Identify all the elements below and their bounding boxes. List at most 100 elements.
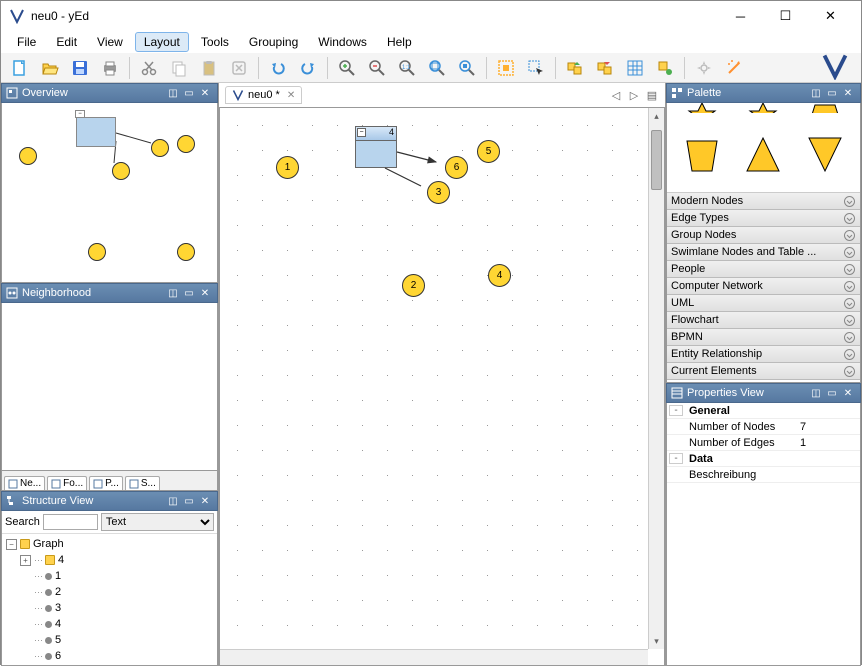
canvas-node[interactable]: 1: [276, 156, 299, 179]
menu-tools[interactable]: Tools: [193, 33, 237, 51]
tree-node[interactable]: ⋯2: [6, 584, 213, 600]
menu-help[interactable]: Help: [379, 33, 420, 51]
horizontal-scrollbar[interactable]: [220, 649, 648, 665]
prop-section[interactable]: -Data: [667, 451, 860, 467]
settings-button[interactable]: [691, 55, 717, 81]
minimize-button[interactable]: ─: [718, 2, 763, 30]
overview-body[interactable]: −: [1, 103, 218, 283]
palette-shape-triangle-up[interactable]: [743, 126, 783, 179]
panel-close-icon[interactable]: ✕: [197, 286, 213, 300]
print-button[interactable]: [97, 55, 123, 81]
tree-node[interactable]: ⋯3: [6, 600, 213, 616]
palette-category[interactable]: Swimlane Nodes and Table ...: [667, 244, 860, 261]
properties-body[interactable]: -GeneralNumber of Nodes7Number of Edges1…: [666, 403, 861, 666]
expand-icon[interactable]: [842, 245, 856, 259]
palette-category[interactable]: Flowchart: [667, 312, 860, 329]
close-button[interactable]: ✕: [808, 2, 853, 30]
expand-icon[interactable]: [842, 313, 856, 327]
mini-tab[interactable]: Fo...: [47, 476, 87, 490]
menu-edit[interactable]: Edit: [48, 33, 85, 51]
palette-category[interactable]: People: [667, 261, 860, 278]
panel-dock-icon[interactable]: ◫: [165, 86, 181, 100]
canvas-node[interactable]: 6: [445, 156, 468, 179]
structure-tree[interactable]: −Graph+⋯4⋯1⋯2⋯3⋯4⋯5⋯6: [2, 534, 217, 665]
expand-icon[interactable]: [842, 364, 856, 378]
zoom-in-button[interactable]: [334, 55, 360, 81]
nav-list-icon[interactable]: ▤: [645, 89, 659, 102]
menu-windows[interactable]: Windows: [310, 33, 375, 51]
tree-node[interactable]: ⋯1: [6, 568, 213, 584]
palette-category[interactable]: Entity Relationship: [667, 346, 860, 363]
ungroup-button[interactable]: [592, 55, 618, 81]
new-button[interactable]: [7, 55, 33, 81]
tab-close-icon[interactable]: ✕: [287, 90, 295, 101]
redo-button[interactable]: [295, 55, 321, 81]
neighborhood-body[interactable]: [1, 303, 218, 471]
canvas-node[interactable]: 3: [427, 181, 450, 204]
palette-shapes[interactable]: [667, 113, 860, 193]
cut-button[interactable]: [136, 55, 162, 81]
panel-close-icon[interactable]: ✕: [197, 494, 213, 508]
canvas-node[interactable]: 5: [477, 140, 500, 163]
zoom-sel-button[interactable]: [454, 55, 480, 81]
delete-button[interactable]: [226, 55, 252, 81]
menu-grouping[interactable]: Grouping: [241, 33, 306, 51]
prop-row[interactable]: Beschreibung: [667, 467, 860, 483]
expand-icon[interactable]: [842, 194, 856, 208]
palette-category[interactable]: Modern Nodes: [667, 193, 860, 210]
panel-min-icon[interactable]: ▭: [181, 286, 197, 300]
panel-dock-icon[interactable]: ◫: [808, 86, 824, 100]
prop-row[interactable]: Number of Edges1: [667, 435, 860, 451]
canvas-group-node[interactable]: 4−: [355, 126, 397, 168]
tree-root[interactable]: −Graph: [6, 536, 213, 552]
panel-min-icon[interactable]: ▭: [181, 494, 197, 508]
expand-icon[interactable]: [842, 330, 856, 344]
panel-dock-icon[interactable]: ◫: [808, 386, 824, 400]
search-type-select[interactable]: Text: [101, 513, 214, 531]
wand-button[interactable]: [721, 55, 747, 81]
mini-tab[interactable]: S...: [125, 476, 160, 490]
canvas-node[interactable]: 4: [488, 264, 511, 287]
panel-close-icon[interactable]: ✕: [840, 86, 856, 100]
panel-min-icon[interactable]: ▭: [181, 86, 197, 100]
expand-icon[interactable]: [842, 347, 856, 361]
palette-category[interactable]: UML: [667, 295, 860, 312]
panel-dock-icon[interactable]: ◫: [165, 286, 181, 300]
palette-category[interactable]: Edge Types: [667, 210, 860, 227]
zoom-out-button[interactable]: [364, 55, 390, 81]
vertical-scrollbar[interactable]: ▴ ▾: [648, 108, 664, 649]
scroll-up-icon[interactable]: ▴: [649, 108, 664, 124]
zoom-11-button[interactable]: 1:1: [394, 55, 420, 81]
tree-node[interactable]: ⋯5: [6, 632, 213, 648]
maximize-button[interactable]: ☐: [763, 2, 808, 30]
expand-icon[interactable]: [842, 228, 856, 242]
prop-section[interactable]: -General: [667, 403, 860, 419]
expand-icon[interactable]: [842, 262, 856, 276]
panel-dock-icon[interactable]: ◫: [165, 494, 181, 508]
mini-tab[interactable]: Ne...: [4, 476, 45, 490]
menu-layout[interactable]: Layout: [135, 32, 189, 52]
zoom-fit-button[interactable]: [424, 55, 450, 81]
nav-prev-icon[interactable]: ◁: [609, 89, 623, 102]
copy-button[interactable]: [166, 55, 192, 81]
palette-category[interactable]: Current Elements: [667, 363, 860, 380]
scroll-thumb[interactable]: [651, 130, 662, 190]
grid-button[interactable]: [622, 55, 648, 81]
prop-row[interactable]: Number of Nodes7: [667, 419, 860, 435]
undo-button[interactable]: [265, 55, 291, 81]
select-mode-button[interactable]: [523, 55, 549, 81]
canvas[interactable]: 4− 1 2 563 4 ▴ ▾: [219, 107, 665, 666]
palette-category[interactable]: BPMN: [667, 329, 860, 346]
scroll-down-icon[interactable]: ▾: [649, 633, 664, 649]
tree-node[interactable]: ⋯4: [6, 616, 213, 632]
expand-icon[interactable]: [842, 296, 856, 310]
menu-file[interactable]: File: [9, 33, 44, 51]
expand-icon[interactable]: [842, 279, 856, 293]
panel-close-icon[interactable]: ✕: [197, 86, 213, 100]
expand-icon[interactable]: [842, 211, 856, 225]
fit-content-button[interactable]: [493, 55, 519, 81]
tree-group[interactable]: +⋯4: [6, 552, 213, 568]
palette-category[interactable]: Computer Network: [667, 278, 860, 295]
canvas-node[interactable]: 2: [402, 274, 425, 297]
palette-shape-trapezoid[interactable]: [682, 126, 722, 179]
